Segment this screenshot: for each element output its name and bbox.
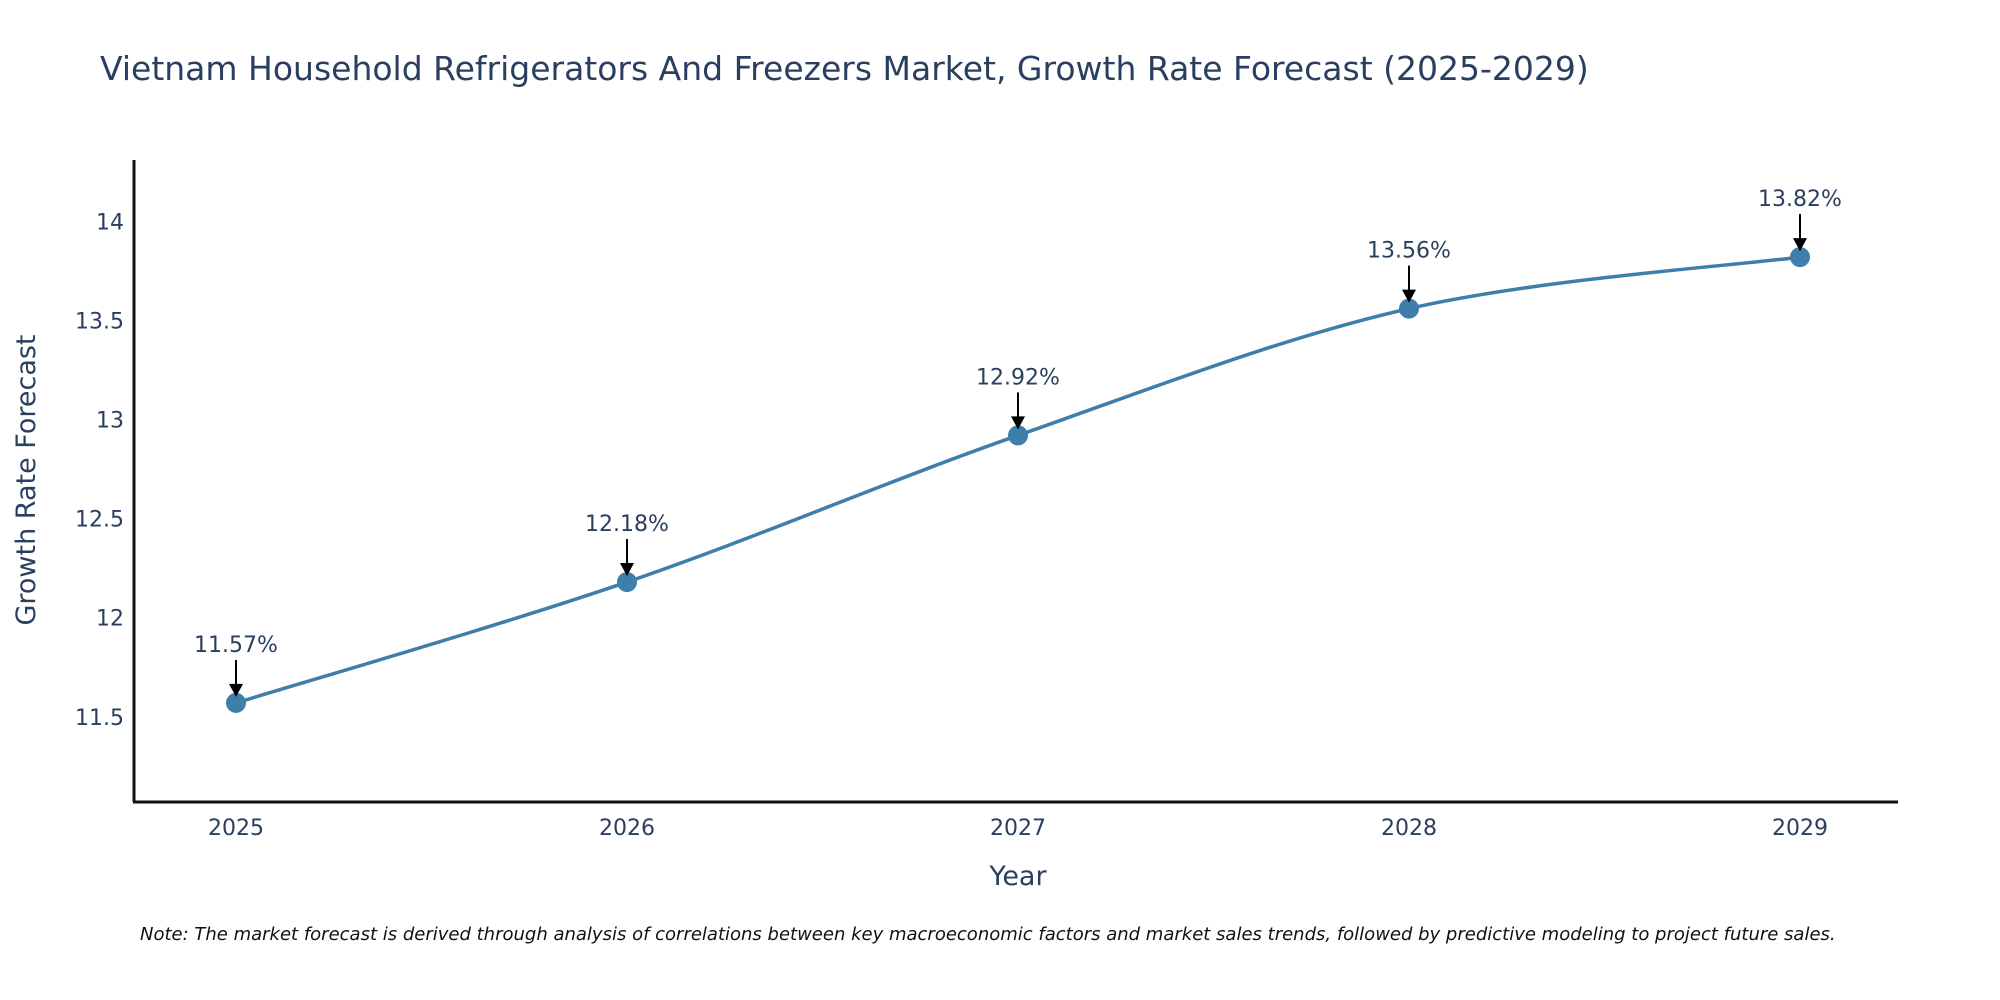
x-axis-ticks: 2025 2026 2027 2028 2029 bbox=[208, 816, 1828, 841]
x-tick-label: 2029 bbox=[1772, 816, 1828, 841]
y-axis-ticks: 11.5 12 12.5 13 13.5 14 bbox=[75, 210, 124, 730]
data-annotation: 13.56% bbox=[1367, 239, 1451, 303]
series-line bbox=[235, 255, 1801, 705]
annotation-arrow-head bbox=[1793, 238, 1807, 252]
data-annotations: 11.57% 12.18% 12.92% 13.56% 13.82% bbox=[194, 187, 1842, 697]
chart-title: Vietnam Household Refrigerators And Free… bbox=[100, 49, 1589, 88]
data-annotation: 12.18% bbox=[585, 512, 669, 577]
y-axis-title: Growth Rate Forecast bbox=[11, 334, 42, 625]
x-tick-label: 2025 bbox=[208, 816, 264, 841]
x-tick-label: 2028 bbox=[1381, 816, 1437, 841]
data-point bbox=[1399, 298, 1419, 319]
data-point bbox=[226, 692, 246, 713]
data-annotation: 11.57% bbox=[194, 633, 278, 697]
y-tick-label: 13 bbox=[96, 409, 124, 434]
data-annotation: 12.92% bbox=[976, 365, 1060, 430]
y-tick-label: 12.5 bbox=[75, 508, 124, 533]
annotation-arrow-head bbox=[1402, 289, 1416, 303]
data-point bbox=[1008, 425, 1028, 446]
data-label: 13.82% bbox=[1758, 187, 1842, 212]
x-axis-title: Year bbox=[988, 861, 1047, 892]
annotation-arrow-head bbox=[1011, 416, 1025, 430]
data-label: 12.18% bbox=[585, 512, 669, 537]
x-tick-label: 2027 bbox=[990, 816, 1046, 841]
annotation-arrow-head bbox=[229, 683, 243, 697]
y-tick-label: 11.5 bbox=[75, 706, 124, 731]
x-tick-label: 2026 bbox=[599, 816, 655, 841]
data-point bbox=[617, 572, 637, 593]
data-annotation: 13.82% bbox=[1758, 187, 1842, 252]
data-label: 11.57% bbox=[194, 633, 278, 658]
series-markers bbox=[226, 247, 1810, 713]
y-tick-label: 13.5 bbox=[75, 310, 124, 335]
data-label: 12.92% bbox=[976, 365, 1060, 390]
footnote: Note: The market forecast is derived thr… bbox=[140, 924, 1836, 945]
y-tick-label: 14 bbox=[96, 210, 124, 235]
data-point bbox=[1790, 247, 1810, 268]
annotation-arrow-head bbox=[620, 563, 634, 577]
data-label: 13.56% bbox=[1367, 239, 1451, 264]
y-tick-label: 12 bbox=[96, 607, 124, 632]
